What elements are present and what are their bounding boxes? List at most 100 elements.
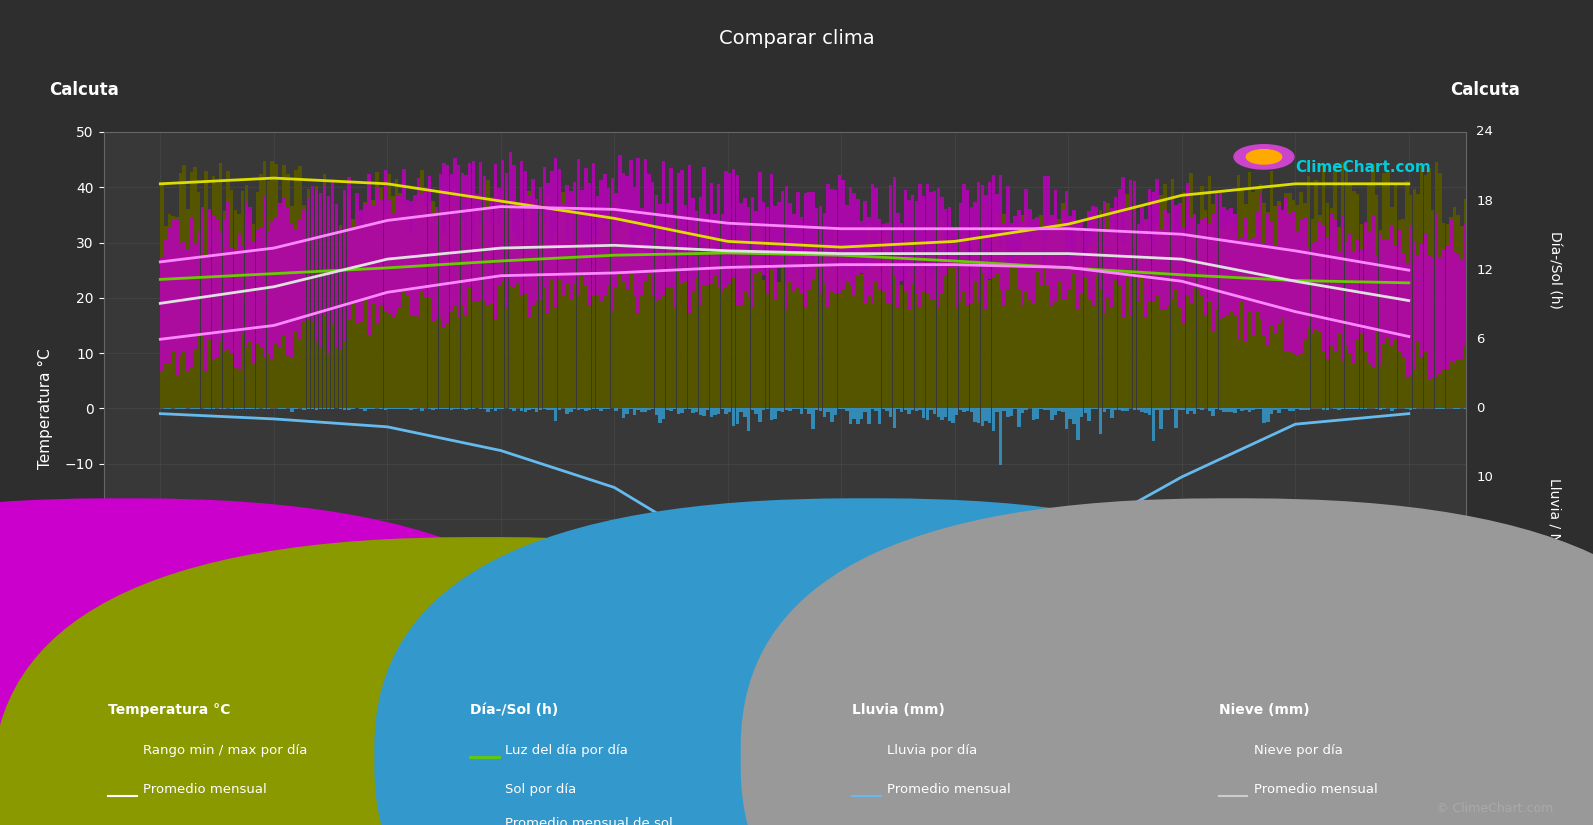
Bar (223, 219, 226, 351)
Text: Temperatura °C: Temperatura °C (108, 703, 231, 717)
Bar (401, 202, 406, 408)
Bar (1383, 172, 1386, 408)
Bar (387, 200, 390, 313)
Bar (588, 183, 591, 306)
Bar (911, 236, 914, 408)
Bar (863, 201, 867, 304)
Bar (677, 210, 680, 408)
Bar (1397, 230, 1402, 351)
Bar (838, 255, 841, 408)
Bar (1435, 163, 1438, 408)
Bar (655, 408, 658, 416)
Bar (1486, 172, 1489, 408)
Bar (658, 408, 661, 423)
Bar (1413, 241, 1416, 370)
Bar (175, 217, 178, 408)
Bar (424, 187, 427, 298)
Bar (860, 221, 863, 273)
Bar (1408, 195, 1413, 408)
Bar (908, 200, 911, 309)
Bar (475, 210, 479, 408)
Bar (951, 264, 954, 408)
Bar (1295, 205, 1298, 408)
Bar (443, 163, 446, 327)
Bar (929, 192, 933, 299)
Bar (538, 408, 542, 410)
Bar (996, 213, 999, 408)
Bar (1341, 215, 1344, 361)
Bar (1431, 258, 1434, 378)
Bar (892, 408, 897, 428)
Bar (472, 238, 475, 408)
Bar (1204, 217, 1207, 315)
Bar (970, 408, 973, 412)
Bar (513, 233, 516, 408)
Bar (636, 158, 640, 314)
Bar (1174, 205, 1177, 289)
Bar (1427, 167, 1431, 408)
Bar (1193, 214, 1196, 287)
Bar (796, 192, 800, 287)
Bar (833, 408, 838, 415)
Bar (945, 262, 948, 408)
Bar (796, 262, 800, 408)
Bar (1013, 216, 1016, 268)
Bar (1493, 231, 1496, 358)
Bar (977, 408, 980, 423)
Circle shape (96, 625, 131, 639)
Bar (970, 275, 973, 408)
Bar (1408, 408, 1413, 410)
Bar (755, 211, 758, 274)
Bar (599, 220, 602, 408)
Bar (1064, 268, 1069, 408)
Bar (849, 276, 852, 408)
Bar (1481, 227, 1486, 408)
Bar (830, 250, 833, 408)
Bar (172, 219, 175, 351)
Bar (182, 165, 186, 408)
Bar (1058, 408, 1061, 412)
Bar (558, 212, 561, 408)
Bar (1047, 177, 1050, 285)
Bar (954, 227, 959, 307)
Bar (703, 408, 706, 416)
Bar (1317, 215, 1322, 408)
Bar (201, 207, 204, 334)
Bar (1233, 408, 1236, 413)
Bar (358, 210, 363, 322)
Bar (1325, 203, 1329, 408)
Bar (554, 408, 558, 421)
Bar (1244, 408, 1247, 410)
Bar (390, 214, 395, 318)
Bar (1300, 192, 1303, 408)
Bar (486, 408, 489, 412)
Bar (875, 261, 878, 408)
Bar (999, 175, 1002, 290)
Bar (1445, 245, 1450, 369)
Text: Calcuta: Calcuta (1450, 81, 1520, 99)
Bar (1348, 184, 1352, 408)
Bar (965, 264, 970, 408)
Bar (1083, 229, 1086, 277)
Bar (569, 191, 572, 299)
Bar (306, 190, 311, 408)
Bar (331, 205, 335, 408)
Bar (680, 277, 683, 408)
Bar (706, 408, 709, 410)
Bar (371, 200, 374, 408)
Bar (750, 408, 753, 410)
Bar (889, 186, 892, 304)
Bar (1121, 177, 1125, 317)
Bar (948, 256, 951, 408)
Bar (758, 408, 761, 422)
Bar (1102, 227, 1106, 408)
Bar (731, 243, 736, 408)
Bar (1438, 173, 1442, 408)
Bar (636, 408, 640, 409)
Bar (1163, 408, 1166, 410)
Bar (331, 408, 335, 409)
Bar (728, 263, 731, 408)
Bar (596, 239, 599, 408)
Bar (449, 408, 452, 410)
Bar (948, 408, 951, 421)
